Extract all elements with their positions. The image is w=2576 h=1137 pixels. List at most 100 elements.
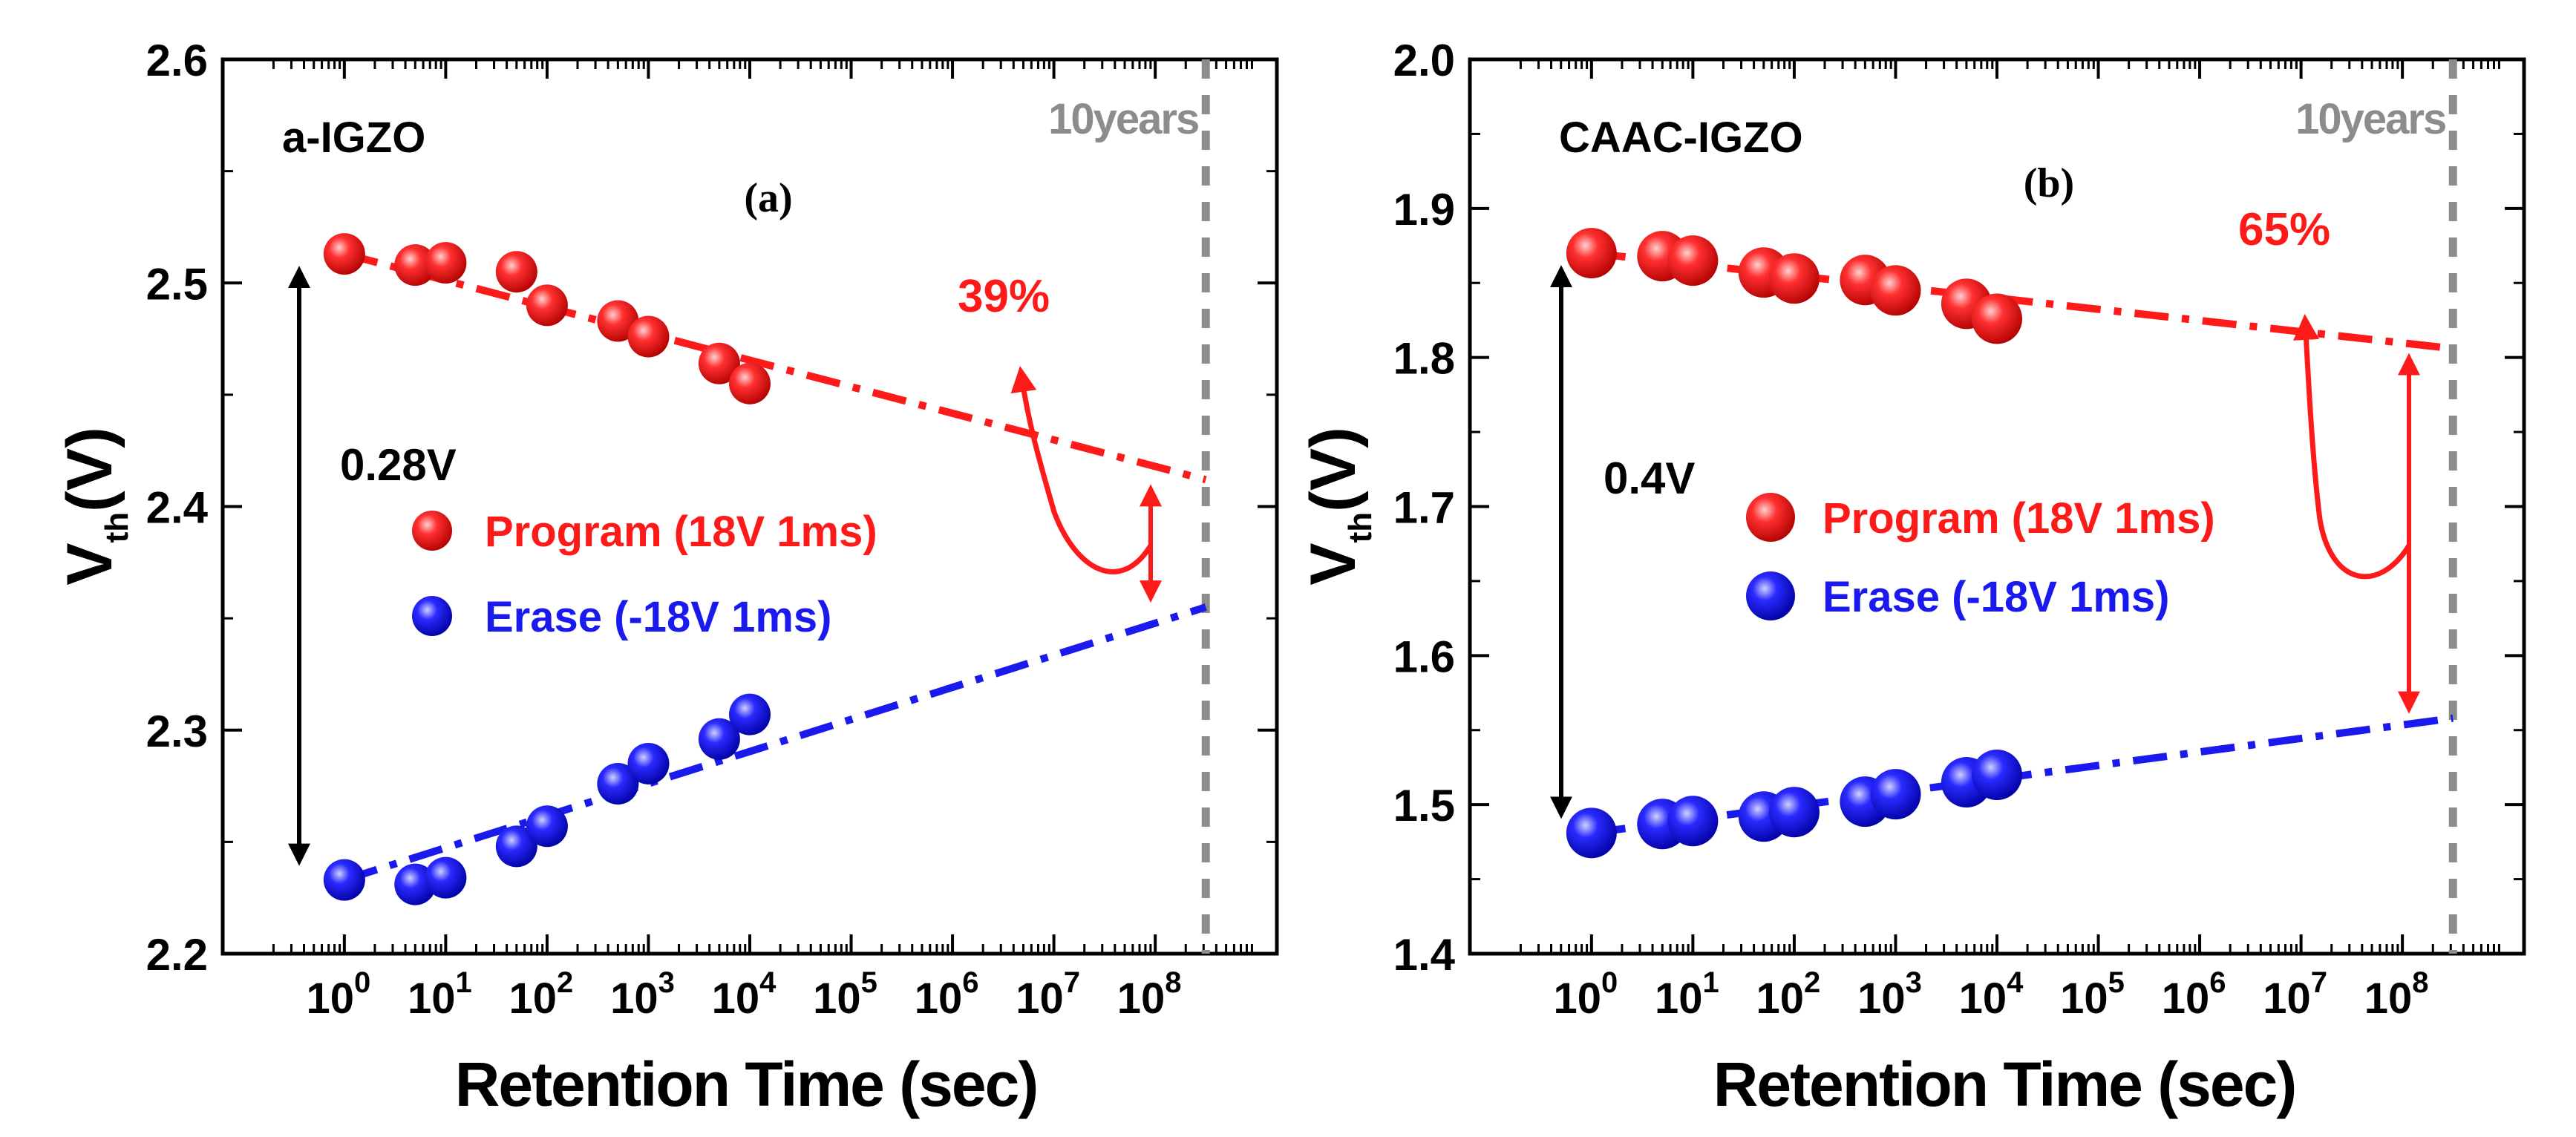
program-point bbox=[597, 300, 639, 342]
y-axis-label: Vth(V) bbox=[1298, 427, 1379, 586]
legend-marker-program bbox=[1746, 493, 1795, 542]
program-point bbox=[526, 284, 568, 327]
y-tick-label: 1.4 bbox=[1393, 930, 1456, 980]
legend-label-erase: Erase (-18V 1ms) bbox=[485, 593, 831, 641]
curved-pointer-arrow bbox=[2293, 314, 2411, 580]
x-tick-label: 102 bbox=[1756, 966, 1821, 1023]
x-tick-label: 104 bbox=[1959, 966, 2024, 1023]
y-axis-label-main: V bbox=[1298, 543, 1369, 585]
program-point bbox=[1566, 228, 1617, 279]
x-tick-exponent: 5 bbox=[2108, 966, 2125, 999]
x-tick-exponent: 0 bbox=[1601, 966, 1618, 999]
y-axis-label: Vth(V) bbox=[54, 427, 135, 586]
erase-point bbox=[627, 742, 670, 784]
x-tick-base: 10 bbox=[2263, 974, 2311, 1023]
legend-marker-erase bbox=[412, 596, 452, 636]
program-point bbox=[698, 342, 740, 384]
x-tick-label: 101 bbox=[1655, 966, 1719, 1023]
x-axis-label: Retention Time (sec) bbox=[455, 1049, 1038, 1119]
program-point bbox=[627, 315, 670, 358]
x-tick-label: 100 bbox=[306, 966, 370, 1023]
x-tick-exponent: 0 bbox=[354, 966, 370, 999]
x-tick-exponent: 7 bbox=[2311, 966, 2327, 999]
x-tick-base: 10 bbox=[306, 974, 354, 1023]
x-tick-exponent: 6 bbox=[962, 966, 978, 999]
x-tick-base: 10 bbox=[813, 974, 861, 1023]
x-tick-label: 106 bbox=[915, 966, 979, 1023]
y-tick-label: 2.2 bbox=[146, 930, 208, 980]
ten-years-label: 10years bbox=[1048, 95, 1198, 143]
x-tick-base: 10 bbox=[1117, 974, 1166, 1023]
erase-point bbox=[495, 825, 537, 868]
legend-marker-erase bbox=[1746, 571, 1795, 620]
program-point bbox=[323, 233, 365, 275]
y-tick-label: 2.3 bbox=[146, 707, 208, 756]
x-tick-base: 10 bbox=[1553, 974, 1601, 1023]
y-tick-label: 1.9 bbox=[1393, 185, 1455, 235]
material-label: CAAC-IGZO bbox=[1559, 114, 1803, 162]
program-point bbox=[394, 244, 437, 286]
axis-ticks bbox=[1470, 58, 2524, 955]
y-tick-label: 1.7 bbox=[1393, 483, 1455, 533]
x-tick-exponent: 8 bbox=[1165, 966, 1181, 999]
x-tick-exponent: 4 bbox=[759, 966, 777, 999]
erase-point bbox=[698, 718, 740, 760]
y-tick-label: 1.8 bbox=[1393, 334, 1455, 384]
erase-point bbox=[425, 856, 467, 899]
x-tick-base: 10 bbox=[1857, 974, 1906, 1023]
erase-point bbox=[1566, 807, 1617, 859]
program-series bbox=[1566, 228, 2022, 344]
memory-window-label: 0.28V bbox=[340, 440, 457, 490]
erase-point bbox=[1768, 787, 1820, 838]
y-tick-label: 2.6 bbox=[146, 36, 208, 85]
x-tick-exponent: 7 bbox=[1064, 966, 1080, 999]
chart-panel-a: 2.22.32.42.52.6 100 101 102 103 104 105 106 107… bbox=[54, 36, 1279, 1119]
x-tick-labels: 100 101 102 103 104 105 106 107 108 bbox=[1553, 966, 2428, 1023]
program-point bbox=[425, 242, 467, 284]
x-tick-exponent: 4 bbox=[2007, 966, 2024, 999]
x-tick-label: 100 bbox=[1553, 966, 1618, 1023]
y-tick-labels: 2.2 2.3 2.4 2.5 2.6 bbox=[146, 36, 209, 980]
x-tick-label: 105 bbox=[2060, 966, 2125, 1023]
x-tick-exponent: 8 bbox=[2412, 966, 2428, 999]
x-tick-label: 108 bbox=[1117, 966, 1182, 1023]
legend: Program (18V 1ms) Erase (-18V 1ms) bbox=[412, 508, 877, 641]
x-tick-base: 10 bbox=[1016, 974, 1064, 1023]
erase-point bbox=[729, 693, 771, 735]
x-tick-label: 101 bbox=[408, 966, 472, 1023]
x-axis-label: Retention Time (sec) bbox=[1713, 1049, 2296, 1119]
program-fit-line bbox=[343, 250, 1207, 484]
legend-label-program: Program (18V 1ms) bbox=[485, 508, 877, 556]
x-tick-exponent: 2 bbox=[1804, 966, 1820, 999]
y-axis-label-unit: (V) bbox=[1298, 427, 1369, 512]
erase-point bbox=[1870, 769, 1921, 820]
x-tick-label: 103 bbox=[1857, 966, 1922, 1023]
x-tick-exponent: 1 bbox=[456, 966, 472, 999]
percent-label: 39% bbox=[958, 271, 1050, 322]
x-tick-exponent: 5 bbox=[861, 966, 877, 999]
panel-label: (a) bbox=[744, 175, 792, 221]
x-tick-base: 10 bbox=[2364, 974, 2413, 1023]
x-tick-base: 10 bbox=[915, 974, 963, 1023]
axis-ticks bbox=[223, 58, 1277, 955]
y-tick-labels: 1.4 1.5 1.6 1.7 1.8 1.9 2.0 bbox=[1393, 36, 1456, 980]
y-axis-label-unit: (V) bbox=[54, 427, 125, 512]
x-tick-base: 10 bbox=[1959, 974, 2007, 1023]
x-tick-label: 108 bbox=[2364, 966, 2429, 1023]
erase-series bbox=[1566, 750, 2022, 859]
y-tick-label: 2.0 bbox=[1393, 36, 1455, 85]
x-tick-label: 102 bbox=[509, 966, 574, 1023]
panel-label: (b) bbox=[2024, 160, 2074, 206]
x-tick-label: 107 bbox=[2263, 966, 2327, 1023]
y-tick-label: 2.5 bbox=[146, 259, 208, 309]
x-tick-exponent: 3 bbox=[1906, 966, 1922, 999]
curved-pointer-arrow bbox=[1010, 366, 1153, 574]
program-point bbox=[1667, 235, 1719, 286]
legend-label-erase: Erase (-18V 1ms) bbox=[1823, 573, 2169, 621]
y-axis-label-sub: th bbox=[99, 512, 135, 543]
y-tick-label: 1.6 bbox=[1393, 632, 1455, 681]
erase-series bbox=[323, 693, 771, 905]
program-point bbox=[495, 251, 537, 293]
percent-label: 65% bbox=[2238, 204, 2330, 255]
